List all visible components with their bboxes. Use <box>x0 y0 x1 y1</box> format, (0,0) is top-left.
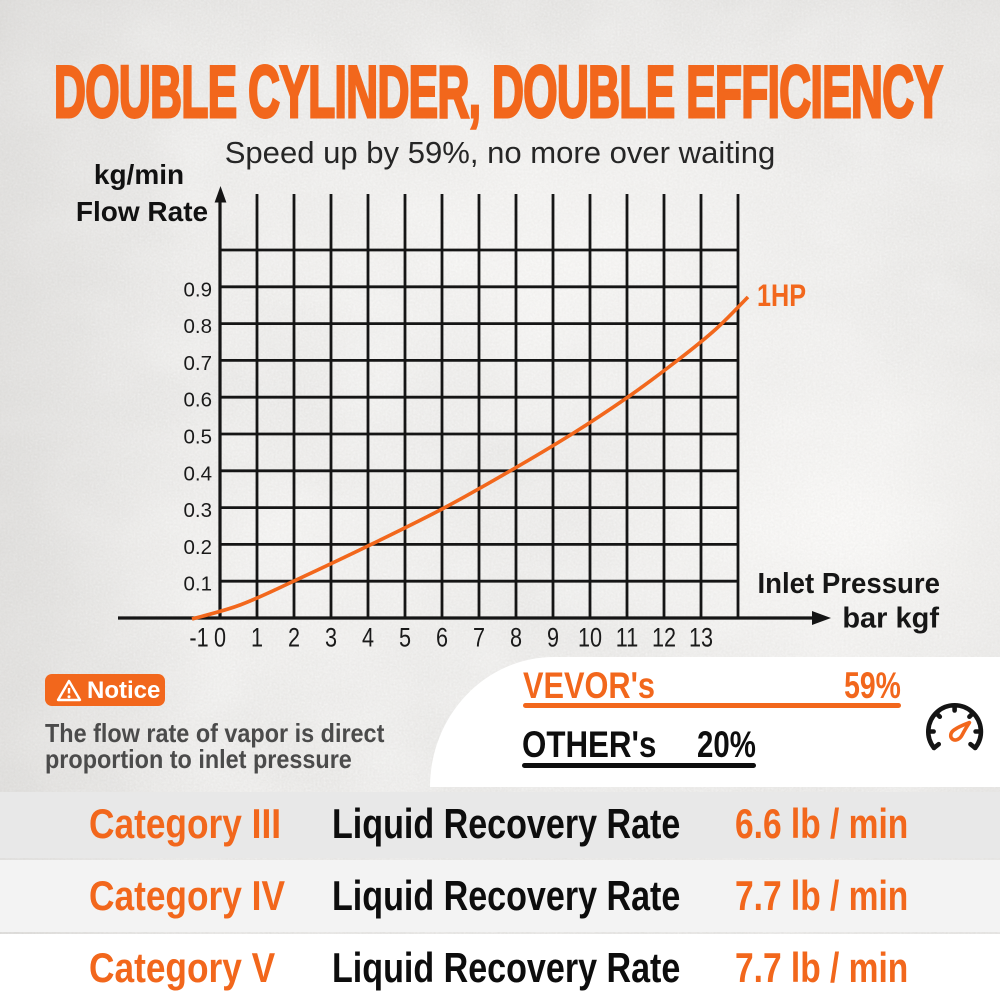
svg-text:4: 4 <box>362 623 374 653</box>
svg-text:-1: -1 <box>189 623 208 653</box>
svg-text:11: 11 <box>616 623 638 653</box>
svg-text:0.9: 0.9 <box>184 278 213 301</box>
svg-text:0: 0 <box>214 623 226 653</box>
svg-text:0.2: 0.2 <box>184 536 213 559</box>
svg-text:7: 7 <box>473 623 485 653</box>
svg-text:9: 9 <box>547 623 559 653</box>
svg-text:0.4: 0.4 <box>184 462 213 485</box>
svg-text:10: 10 <box>578 623 602 653</box>
svg-text:Inlet Pressure: Inlet Pressure <box>757 566 940 599</box>
svg-text:0.6: 0.6 <box>184 389 213 412</box>
svg-text:0.8: 0.8 <box>184 315 213 338</box>
svg-text:0.5: 0.5 <box>184 426 213 449</box>
svg-text:2: 2 <box>288 623 300 653</box>
svg-text:6: 6 <box>436 623 448 653</box>
svg-text:3: 3 <box>325 623 337 653</box>
svg-text:0.3: 0.3 <box>184 499 213 522</box>
svg-text:bar kgf: bar kgf <box>842 603 939 635</box>
svg-text:0.1: 0.1 <box>184 573 213 596</box>
svg-text:5: 5 <box>399 623 411 653</box>
svg-text:12: 12 <box>652 623 676 653</box>
svg-text:0.7: 0.7 <box>184 352 213 375</box>
svg-text:8: 8 <box>510 623 522 653</box>
svg-text:1HP: 1HP <box>757 278 806 313</box>
svg-text:13: 13 <box>689 623 713 653</box>
svg-text:1: 1 <box>251 623 263 653</box>
